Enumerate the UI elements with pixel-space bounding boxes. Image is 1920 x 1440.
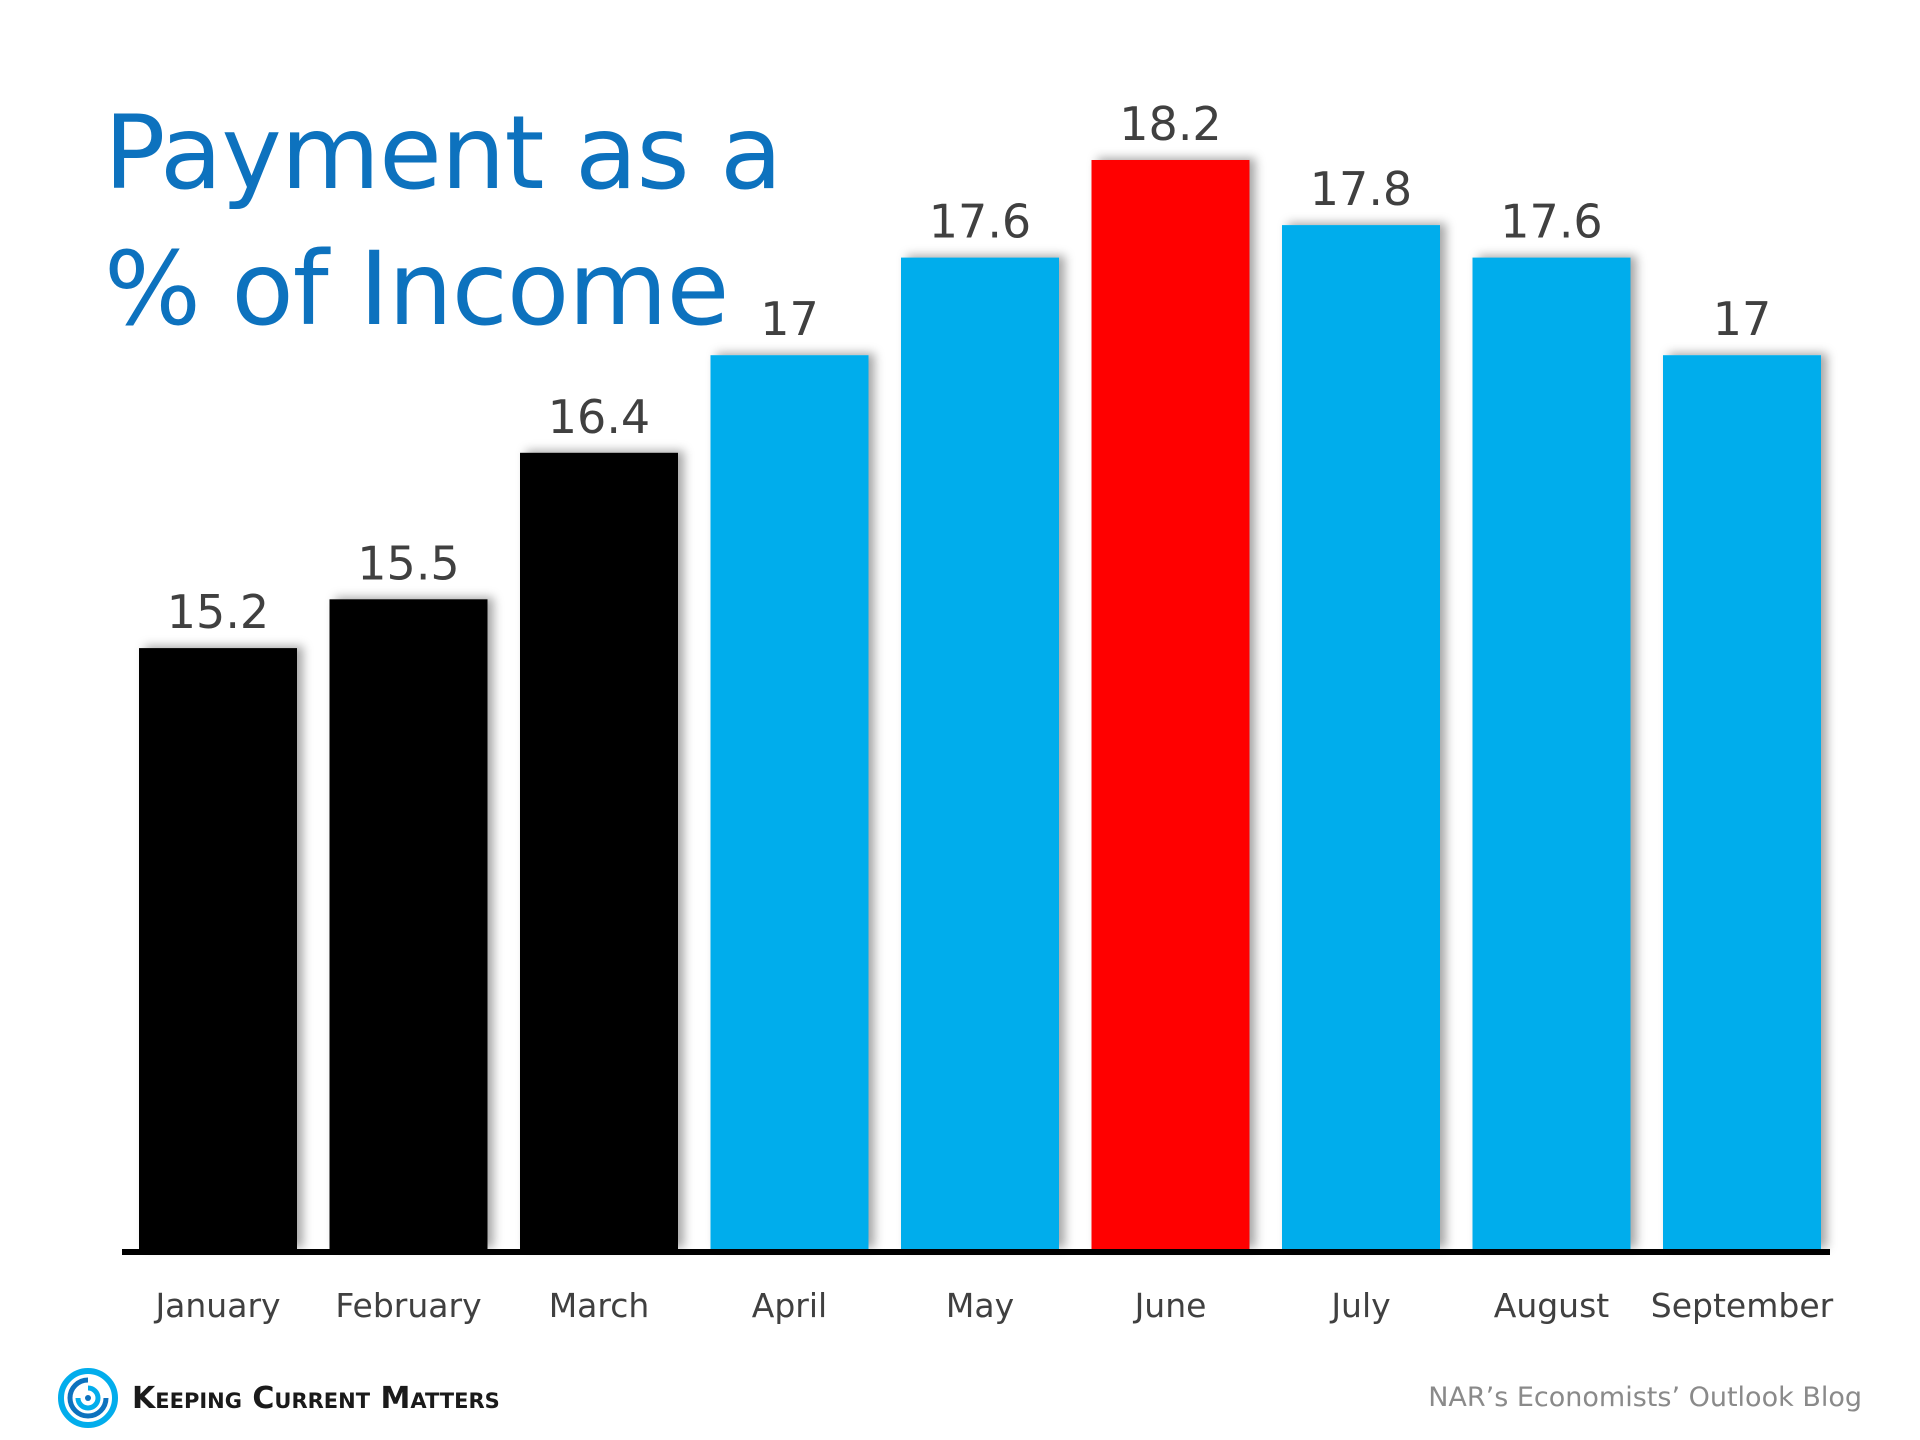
bar-january <box>139 648 297 1250</box>
bar-march <box>520 452 678 1250</box>
value-label-march: 16.4 <box>548 390 650 444</box>
value-label-september: 17 <box>1713 292 1772 346</box>
value-label-june: 18.2 <box>1119 97 1221 151</box>
footer-logo: Keeping Current Matters <box>58 1368 500 1428</box>
value-label-january: 15.2 <box>167 585 269 639</box>
category-label-january: January <box>153 1286 280 1325</box>
category-label-september: September <box>1651 1286 1834 1325</box>
category-label-march: March <box>549 1286 650 1325</box>
source-note: NAR’s Economists’ Outlook Blog <box>1428 1382 1862 1413</box>
bar-april <box>710 355 869 1250</box>
value-label-may: 17.6 <box>929 195 1031 249</box>
bar-may <box>901 257 1059 1251</box>
chart-title-line-2: % of Income <box>104 230 729 349</box>
bar-september <box>1663 355 1821 1250</box>
bars-group <box>139 160 1821 1251</box>
chart-title: Payment as a % of Income <box>104 86 783 358</box>
chart-title-line-1: Payment as a <box>104 94 783 213</box>
category-label-may: May <box>946 1286 1014 1325</box>
bar-july <box>1282 225 1440 1251</box>
category-label-august: August <box>1494 1286 1610 1325</box>
keeping-current-matters-logo-icon <box>58 1368 118 1428</box>
value-label-april: 17 <box>760 292 819 346</box>
value-label-february: 15.5 <box>357 536 459 590</box>
bar-august <box>1472 257 1631 1251</box>
value-labels-group: 15.2 15.5 16.4 17 17.6 18.2 17.8 17.6 17 <box>167 97 1771 639</box>
category-label-february: February <box>335 1286 481 1325</box>
value-label-august: 17.6 <box>1500 195 1602 249</box>
category-label-july: July <box>1329 1286 1390 1325</box>
brand-name: Keeping Current Matters <box>132 1380 500 1416</box>
value-label-july: 17.8 <box>1310 162 1412 216</box>
bar-february <box>329 599 488 1250</box>
bar-june <box>1091 160 1250 1250</box>
category-label-april: April <box>752 1286 827 1325</box>
category-label-june: June <box>1133 1286 1207 1325</box>
category-labels-group: January February March April May June July Augu… <box>153 1286 1833 1325</box>
